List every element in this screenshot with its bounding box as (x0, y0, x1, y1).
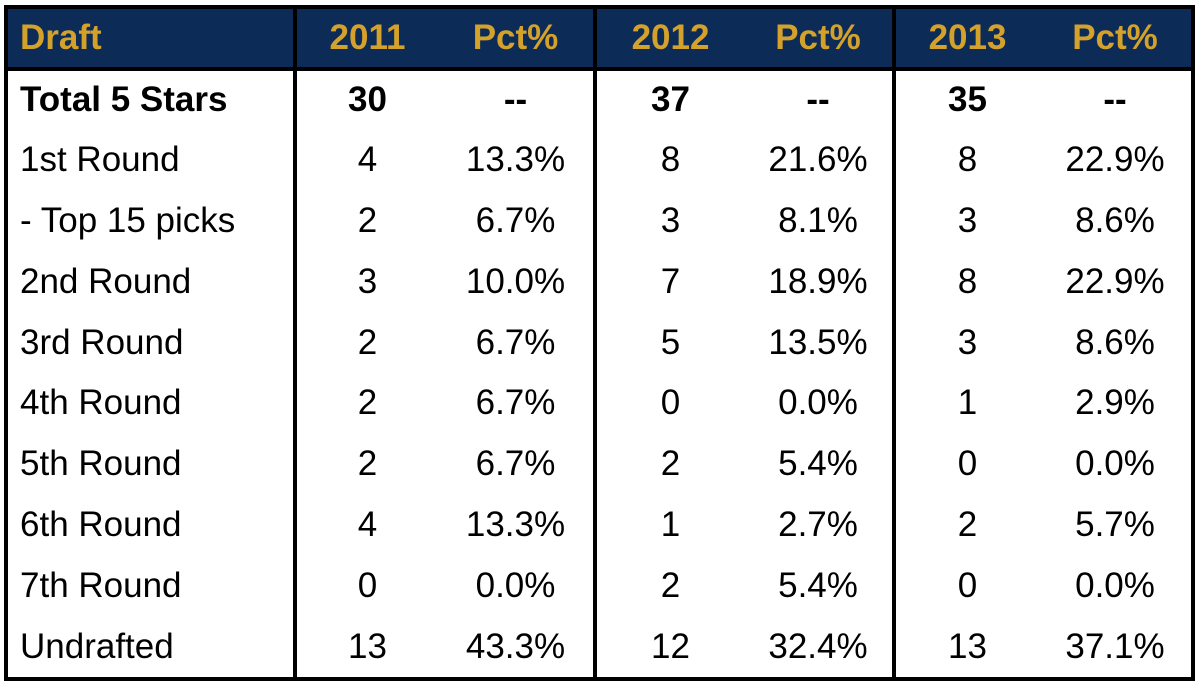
cell-count-2012: 2 (593, 433, 744, 495)
header-year-2013: 2013 (892, 9, 1039, 71)
header-pct-2011: Pct% (438, 9, 595, 71)
cell-count-2012: 3 (593, 190, 744, 252)
row-label: 3rd Round (20, 322, 184, 362)
table-row-2nd-round: 2nd Round 3 10.0% 7 18.9% 8 22.9% (8, 251, 1191, 313)
cell-count-2013: 35 (892, 69, 1039, 130)
header-year-2012: 2012 (593, 9, 744, 71)
table-row-3rd-round: 3rd Round 2 6.7% 5 13.5% 3 8.6% (8, 312, 1191, 373)
cell-pct-2012: 0.0% (778, 383, 858, 423)
table-row-1st-round: 1st Round 4 13.3% 8 21.6% 8 22.9% (8, 129, 1191, 191)
cell-count-2013: 0 (892, 555, 1039, 617)
cell-count-2013: 1 (892, 372, 1039, 434)
cell-count-2013: 13 (892, 616, 1039, 677)
cell-pct-2011: 13.3% (465, 504, 566, 544)
cell-count-2012: 5 (593, 312, 744, 373)
row-label: 4th Round (20, 383, 182, 423)
cell-pct-2012: 2.7% (778, 504, 858, 544)
cell-count-2012: 2 (593, 555, 744, 617)
cell-pct-2013: 5.7% (1075, 504, 1155, 544)
table-row-7th-round: 7th Round 0 0.0% 2 5.4% 0 0.0% (8, 555, 1191, 617)
cell-pct-2011: 6.7% (475, 383, 556, 423)
cell-count-2011: 4 (293, 494, 438, 556)
cell-count-2013: 3 (892, 190, 1039, 252)
header-row: Draft 2011 Pct% 2012 Pct% 2013 Pct% (8, 9, 1191, 71)
cell-pct-2011: 43.3% (465, 626, 566, 666)
cell-pct-2012: 5.4% (778, 444, 858, 484)
cell-count-2011: 2 (293, 372, 438, 434)
cell-count-2011: 3 (293, 251, 438, 313)
row-label: 6th Round (20, 504, 182, 544)
cell-count-2012: 12 (593, 616, 744, 677)
cell-count-2011: 2 (293, 190, 438, 252)
header-pct-2012: Pct% (744, 9, 894, 71)
cell-pct-2011: 10.0% (465, 261, 566, 301)
table-row-undrafted: Undrafted 13 43.3% 12 32.4% 13 37.1% (8, 616, 1191, 677)
cell-count-2012: 37 (593, 69, 744, 130)
cell-pct-2013: -- (1103, 80, 1127, 120)
cell-pct-2012: 21.6% (768, 140, 868, 180)
cell-count-2013: 8 (892, 251, 1039, 313)
table-row-6th-round: 6th Round 4 13.3% 1 2.7% 2 5.7% (8, 494, 1191, 556)
cell-pct-2013: 0.0% (1075, 565, 1155, 605)
cell-count-2013: 2 (892, 494, 1039, 556)
header-pct-2013: Pct% (1039, 9, 1191, 71)
cell-pct-2012: 5.4% (778, 565, 858, 605)
cell-count-2011: 13 (293, 616, 438, 677)
cell-count-2013: 8 (892, 129, 1039, 191)
cell-pct-2012: 13.5% (768, 322, 868, 362)
cell-pct-2012: 32.4% (768, 626, 868, 666)
cell-pct-2013: 8.6% (1075, 322, 1155, 362)
cell-pct-2012: 18.9% (768, 261, 868, 301)
row-label: - Top 15 picks (20, 200, 236, 240)
cell-pct-2013: 2.9% (1075, 383, 1155, 423)
cell-count-2012: 7 (593, 251, 744, 313)
table-row-5th-round: 5th Round 2 6.7% 2 5.4% 0 0.0% (8, 433, 1191, 495)
draft-stats-table: Draft 2011 Pct% 2012 Pct% 2013 Pct% Tota… (8, 9, 1191, 677)
row-label: Total 5 Stars (20, 80, 228, 120)
header-year-2011: 2011 (293, 9, 438, 71)
cell-count-2012: 0 (593, 372, 744, 434)
cell-pct-2012: 8.1% (778, 200, 858, 240)
row-label: Undrafted (20, 626, 174, 666)
cell-count-2013: 0 (892, 433, 1039, 495)
cell-count-2011: 4 (293, 129, 438, 191)
cell-pct-2013: 37.1% (1065, 626, 1165, 666)
draft-stats-table-frame: Draft 2011 Pct% 2012 Pct% 2013 Pct% Tota… (4, 5, 1195, 681)
table-body: Total 5 Stars 30 -- 37 -- 35 -- 1st Round 4 13.3%… (8, 69, 1191, 677)
cell-pct-2011: 13.3% (465, 140, 566, 180)
cell-count-2011: 30 (293, 69, 438, 130)
header-draft: Draft (8, 9, 295, 71)
cell-count-2012: 1 (593, 494, 744, 556)
row-label: 7th Round (20, 565, 182, 605)
table-row-top-15-picks: - Top 15 picks 2 6.7% 3 8.1% 3 8.6% (8, 190, 1191, 252)
cell-count-2012: 8 (593, 129, 744, 191)
row-label: 1st Round (20, 140, 180, 180)
cell-pct-2013: 22.9% (1065, 261, 1165, 301)
cell-count-2011: 2 (293, 433, 438, 495)
cell-pct-2012: -- (806, 80, 830, 120)
cell-pct-2013: 8.6% (1075, 200, 1155, 240)
row-label: 2nd Round (20, 261, 192, 301)
cell-pct-2011: 6.7% (475, 444, 556, 484)
table-row-total-5-stars: Total 5 Stars 30 -- 37 -- 35 -- (8, 69, 1191, 130)
cell-pct-2011: 6.7% (475, 200, 556, 240)
cell-pct-2013: 22.9% (1065, 140, 1165, 180)
cell-pct-2011: 0.0% (475, 565, 556, 605)
cell-pct-2011: 6.7% (475, 322, 556, 362)
table-row-4th-round: 4th Round 2 6.7% 0 0.0% 1 2.9% (8, 372, 1191, 434)
cell-count-2011: 0 (293, 555, 438, 617)
row-label: 5th Round (20, 444, 182, 484)
cell-count-2011: 2 (293, 312, 438, 373)
cell-pct-2011: -- (503, 80, 528, 120)
cell-count-2013: 3 (892, 312, 1039, 373)
cell-pct-2013: 0.0% (1075, 444, 1155, 484)
